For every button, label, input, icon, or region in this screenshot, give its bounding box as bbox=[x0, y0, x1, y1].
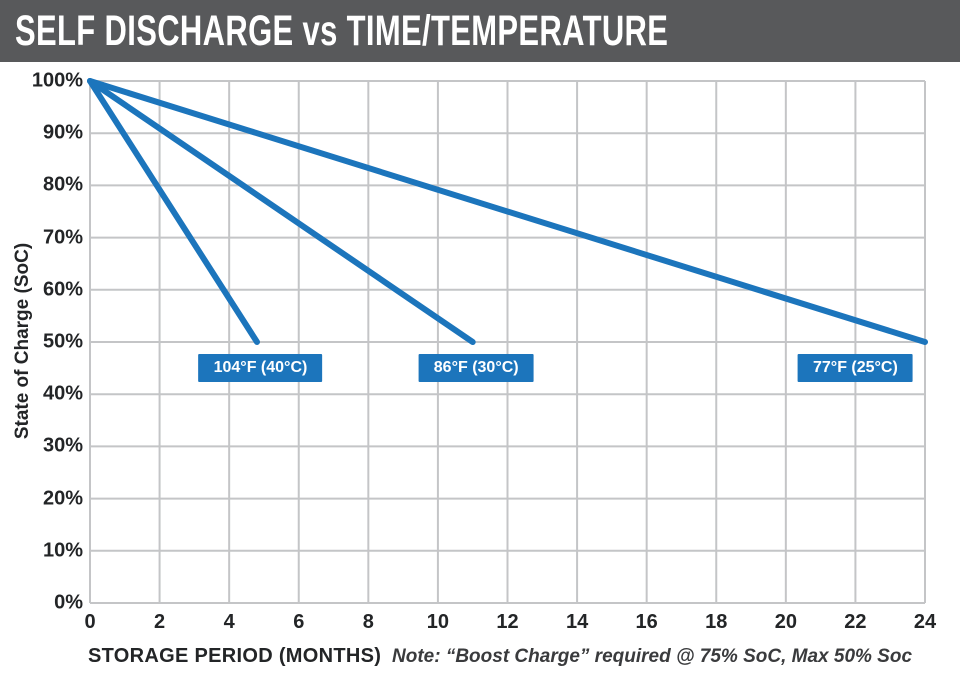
x-axis-title: STORAGE PERIOD (MONTHS) bbox=[88, 645, 382, 667]
x-tick-label: 4 bbox=[223, 611, 235, 633]
y-tick-label: 100% bbox=[31, 69, 83, 92]
y-tick-label: 0% bbox=[54, 591, 83, 614]
x-tick-label: 24 bbox=[913, 611, 937, 633]
y-tick-label: 10% bbox=[42, 539, 83, 562]
series-line-104-f-40-c- bbox=[87, 78, 260, 345]
y-tick-label: 90% bbox=[42, 121, 83, 144]
x-tick-label: 16 bbox=[635, 611, 658, 633]
x-tick-label: 22 bbox=[844, 611, 867, 633]
series-label-box: 86°F (30°C) bbox=[418, 354, 534, 383]
y-tick-label: 60% bbox=[42, 278, 83, 301]
chart-title: SELF DISCHARGE vs TIME/TEMPERATURE bbox=[15, 7, 669, 55]
y-tick-label: 80% bbox=[42, 173, 83, 196]
y-tick-label: 30% bbox=[42, 434, 83, 457]
y-axis-title: State of Charge (SoC) bbox=[12, 242, 33, 440]
title-bar: SELF DISCHARGE vs TIME/TEMPERATURE bbox=[0, 0, 960, 62]
x-tick-label: 18 bbox=[705, 611, 728, 633]
series-line-86-f-30-c- bbox=[87, 78, 476, 345]
x-tick-label: 20 bbox=[774, 611, 797, 633]
y-tick-label: 50% bbox=[42, 330, 83, 353]
x-tick-label: 12 bbox=[496, 611, 519, 633]
y-tick-label: 40% bbox=[42, 382, 83, 405]
chart-note: Note: “Boost Charge” required @ 75% SoC,… bbox=[392, 646, 913, 667]
series-label-box: 77°F (25°C) bbox=[797, 354, 913, 383]
x-tick-label: 10 bbox=[426, 611, 450, 633]
x-tick-label: 6 bbox=[293, 611, 305, 633]
y-tick-label: 20% bbox=[42, 487, 83, 510]
x-tick-label: 14 bbox=[565, 611, 589, 633]
series-label-box: 104°F (40°C) bbox=[198, 354, 323, 383]
series-line-77-f-25-c- bbox=[87, 78, 928, 345]
x-tick-label: 8 bbox=[362, 611, 374, 633]
x-tick-label: 0 bbox=[84, 611, 96, 633]
y-tick-label: 70% bbox=[42, 226, 83, 249]
x-tick-label: 2 bbox=[154, 611, 166, 633]
